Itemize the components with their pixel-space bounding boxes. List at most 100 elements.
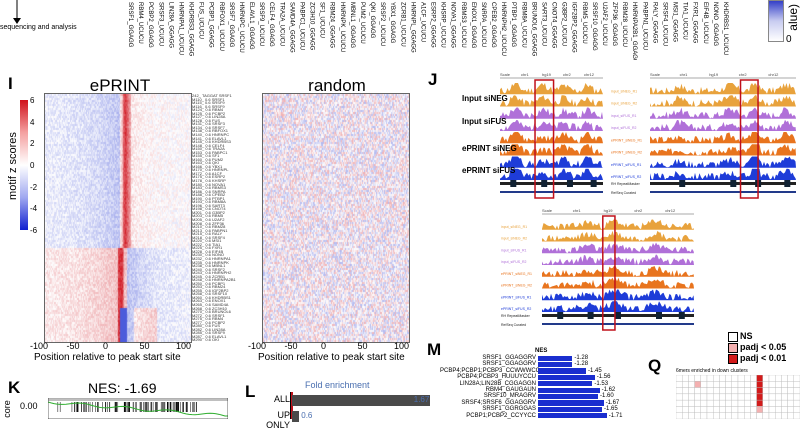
6mer-cell: [737, 387, 745, 395]
x-tick-label: 50: [357, 341, 368, 351]
motif-row-label: M186_ 0.6 SNRPA: [192, 188, 226, 194]
6mer-cell: [706, 412, 714, 420]
fold-enrichment-label: UP ONLY: [266, 410, 290, 430]
browser-header-text: chr2: [563, 72, 572, 77]
6mer-cell: [787, 374, 794, 382]
panel-l-letter: L: [245, 382, 256, 401]
motif-row-label: M255_ 0.6 IGF2BP2: [192, 287, 229, 293]
colorbar-label: motif z scores: [7, 132, 19, 200]
6mer-cell: [700, 412, 708, 420]
6mer-cell: [694, 381, 702, 388]
arrow-caption: sequencing and analysis: [0, 24, 77, 31]
6mer-cell: [706, 406, 714, 413]
motif-row-label: M153_ 0.6 PABPC1: [192, 149, 228, 155]
6mer-cell: [768, 399, 776, 407]
top-label: SART3_UCUCU: [540, 2, 546, 46]
6mer-cell: [688, 412, 695, 420]
nes-bar-chart: SRSF1_GGAGGRV -1.28 SRSF1_GGAGGRV -1.28 PCBP…: [440, 355, 640, 419]
legend-swatch: [728, 343, 738, 353]
6mer-cell: [737, 393, 745, 401]
motif-row-label: M232_ 0.6 HNRNPA1: [192, 255, 231, 261]
eprint-heatmap-title: ePRINT: [89, 76, 151, 95]
x-tick-label: -50: [284, 341, 298, 351]
motif-row-label: M275_ 0.6 RBM4: [192, 316, 224, 322]
coverage-track: [542, 301, 694, 312]
6mer-cell: [725, 374, 732, 382]
exon: [590, 180, 597, 187]
nes-motif-label: PCBP4;PCBP1;PCBP3_CCWWWCC: [440, 367, 541, 374]
motif-row-label: M127_ 0.6 LIN28A: [192, 114, 226, 120]
browser-header-text: chr12: [665, 208, 676, 213]
browser-header-text: chr1: [573, 208, 582, 213]
annotation-track-label: RH RepeatMasker: [501, 314, 531, 318]
6mer-cell: [694, 399, 702, 407]
legend-swatch: [728, 332, 738, 342]
6mer-cell: [768, 412, 776, 420]
browser-header-text: chr2: [634, 208, 643, 213]
motif-row-label: M287_ 0.6 ELAVL1: [192, 333, 227, 339]
6mer-cell: [768, 387, 776, 395]
fold-enrichment-bar: [292, 395, 430, 406]
6mer-cell: [719, 406, 726, 413]
highlight-box: [534, 79, 555, 199]
coverage-track: [650, 156, 796, 168]
6mer-cell: [743, 374, 751, 382]
6mer-cell: [768, 406, 776, 413]
x-tick-label: -100: [30, 341, 49, 351]
top-label: U2AF2_UCUCU: [601, 2, 607, 46]
top-label: RBM24_GGAGG: [329, 2, 335, 48]
coverage-track: [542, 219, 694, 230]
motif-row-label: M265_ 0.6 SAMD4A: [192, 302, 229, 308]
top-label: RALY_GGAGG: [651, 2, 657, 44]
top-label: CELF4_GGAGG: [268, 2, 274, 47]
colorbar-tick: -4: [30, 204, 38, 214]
gsea-y-label: core: [1, 400, 12, 418]
6mer-cell: [743, 381, 751, 388]
top-label: SRSF10_GGAGG: [591, 2, 597, 51]
gsea-y-tick: 0.00: [20, 401, 38, 411]
6mer-cell: [756, 381, 763, 388]
motif-row-label: M272_ 0.6 SRSF1: [192, 312, 225, 318]
top-colorbar: [768, 0, 784, 42]
fold-enrichment-bars: ALL 1.67 UP ONLY 0.6: [255, 394, 440, 430]
nes-bar: [538, 413, 607, 419]
6mer-cell: [793, 374, 800, 382]
top-label: HNRNPL_GGAGG: [409, 2, 415, 53]
nes-bar: [538, 381, 593, 387]
6mer-cell: [706, 399, 714, 407]
random-heatmap: [262, 93, 410, 343]
top-label: CPEB2_GGAGG: [490, 2, 496, 48]
6mer-cell: [762, 393, 770, 401]
6mer-cell: [713, 374, 720, 382]
top-label: KHDRBS3_GGAGG: [188, 2, 194, 57]
coverage-track: [542, 254, 694, 265]
motif-row-label: M138_ 0.6 RBFOX1: [192, 128, 229, 134]
6mer-cell: [681, 374, 689, 382]
top-label: HNRNPC_UCUCU: [238, 2, 244, 53]
annotation-track-label: RH RepeatMasker: [611, 182, 641, 186]
top-label: SRSF7_GGAGG: [228, 2, 234, 48]
6mer-cell: [750, 399, 757, 407]
motif-row-label: M115_ 0.6 SRSF9: [192, 100, 225, 106]
6mer-cell: [762, 387, 770, 395]
6mer-cell: [787, 399, 794, 407]
significance-legend: NS padj < 0.05 padj < 0.01: [728, 331, 800, 366]
top-label: NOVA1_GGAGG: [450, 2, 456, 48]
coverage-track: [500, 168, 603, 180]
motif-row-labels: 242_ TAGGAT SRSF1 M110_ 0.6 SRSF1 M115_ 0.…: [192, 93, 258, 341]
top-label: SRSF4_UCUCU: [661, 2, 667, 46]
motif-row-label: M178_ 0.6 KHSRP: [192, 178, 226, 184]
refseq-track: [542, 323, 694, 325]
coverage-track: [500, 144, 603, 156]
motif-row-label: M240_ 0.6 SRSF2: [192, 266, 225, 272]
6mer-cell: [725, 393, 732, 401]
fold-enrichment-bar: [292, 411, 300, 422]
colorbar-tick: 4: [30, 117, 35, 127]
colorbar-ticks: 6 4 2 0 -2 -4 -6: [30, 96, 42, 236]
motif-row-label: M230_ 0.6 NONO: [192, 252, 225, 258]
browser-header-text: chr12: [584, 72, 595, 77]
exon: [784, 180, 791, 187]
track-small-label: input_siFUS_R2: [611, 126, 637, 130]
nes-bar: [538, 361, 573, 368]
motif-row-label: M220_ 0.6 MSI1: [192, 238, 222, 244]
